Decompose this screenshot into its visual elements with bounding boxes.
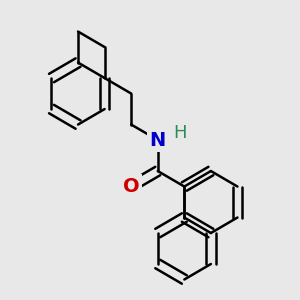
Text: N: N — [150, 130, 166, 149]
Text: H: H — [173, 124, 187, 142]
Text: O: O — [123, 177, 140, 196]
